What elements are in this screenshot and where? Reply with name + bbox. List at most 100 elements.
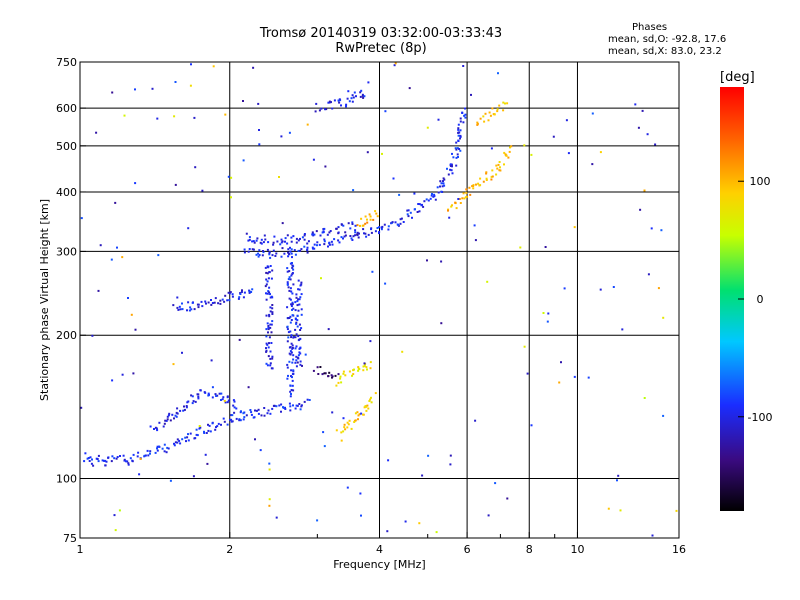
data-point — [186, 309, 188, 312]
data-point — [299, 337, 302, 340]
data-point — [268, 293, 271, 295]
data-point — [172, 304, 175, 307]
data-point — [470, 93, 472, 96]
data-point — [650, 227, 653, 230]
data-point — [387, 225, 390, 228]
data-point — [342, 370, 345, 373]
data-point — [414, 208, 416, 211]
data-points — [80, 62, 678, 537]
data-point — [502, 109, 505, 112]
chart-subtitle: RwPretec (8p) — [335, 41, 427, 56]
data-point — [232, 404, 235, 407]
data-point — [267, 326, 270, 329]
data-point — [375, 212, 378, 215]
data-point — [331, 375, 334, 378]
data-point — [489, 114, 492, 117]
data-point — [265, 298, 268, 301]
data-point — [459, 149, 462, 152]
data-point — [456, 153, 459, 156]
data-point — [272, 241, 275, 244]
data-point — [292, 307, 295, 310]
data-point — [323, 238, 326, 241]
data-point — [271, 304, 274, 306]
data-point — [266, 322, 269, 325]
data-point — [156, 445, 159, 448]
data-point — [407, 209, 410, 212]
data-point — [221, 398, 224, 401]
data-point — [163, 422, 166, 425]
data-point — [340, 104, 342, 107]
data-point — [299, 249, 302, 252]
data-point — [357, 414, 360, 417]
data-point — [429, 197, 432, 200]
data-point — [184, 436, 187, 439]
data-point — [289, 395, 292, 398]
data-point — [210, 359, 213, 362]
data-point — [363, 95, 366, 98]
data-point — [491, 107, 494, 110]
data-point — [203, 391, 206, 394]
data-point — [409, 211, 412, 214]
data-point — [91, 334, 94, 337]
data-point — [298, 347, 301, 350]
data-point — [294, 347, 297, 350]
data-point — [187, 301, 190, 304]
data-point — [242, 418, 245, 421]
data-point — [352, 96, 355, 99]
data-point — [458, 148, 461, 150]
data-point — [421, 474, 424, 477]
data-point — [256, 237, 259, 240]
data-point — [238, 338, 241, 341]
data-point — [210, 303, 213, 306]
data-point — [547, 312, 550, 315]
data-point — [325, 108, 328, 111]
data-point — [288, 131, 291, 134]
data-point — [288, 276, 291, 279]
data-point — [380, 228, 383, 231]
data-point — [296, 404, 299, 407]
data-point — [487, 514, 490, 517]
data-point — [295, 322, 298, 325]
data-point — [294, 301, 297, 304]
data-point — [344, 428, 347, 431]
data-point — [227, 291, 230, 294]
data-point — [370, 401, 373, 404]
data-point — [295, 359, 298, 362]
data-point — [247, 239, 250, 242]
data-point — [182, 409, 185, 412]
data-point — [472, 187, 475, 190]
data-point — [191, 402, 194, 405]
data-point — [560, 361, 562, 364]
data-point — [252, 248, 255, 251]
data-point — [187, 439, 190, 442]
data-point — [195, 433, 198, 436]
data-point — [220, 423, 222, 426]
x-tick-label: 6 — [464, 543, 471, 556]
colorbar-tick-label: 0 — [757, 293, 764, 306]
data-point — [372, 218, 375, 221]
data-point — [347, 423, 350, 426]
data-point — [290, 303, 293, 306]
data-point — [306, 398, 309, 401]
data-point — [203, 432, 206, 434]
data-point — [485, 172, 488, 175]
data-point — [530, 153, 533, 156]
data-point — [175, 411, 178, 414]
data-point — [459, 137, 461, 140]
data-point — [212, 65, 215, 68]
data-point — [477, 182, 480, 185]
axis-ticks: 1 2 4 6 8 10 16 75 100 200 300 400 500 600 750 — [56, 56, 686, 556]
data-point — [199, 426, 202, 429]
data-point — [286, 377, 289, 380]
data-point — [411, 216, 413, 219]
data-point — [369, 215, 372, 218]
data-point — [289, 409, 292, 412]
data-point — [359, 91, 362, 94]
data-point — [357, 366, 360, 369]
data-point — [281, 222, 284, 225]
data-point — [400, 217, 403, 220]
data-point — [220, 399, 222, 401]
data-point — [269, 362, 272, 365]
data-point — [284, 406, 286, 409]
data-point — [295, 296, 298, 299]
